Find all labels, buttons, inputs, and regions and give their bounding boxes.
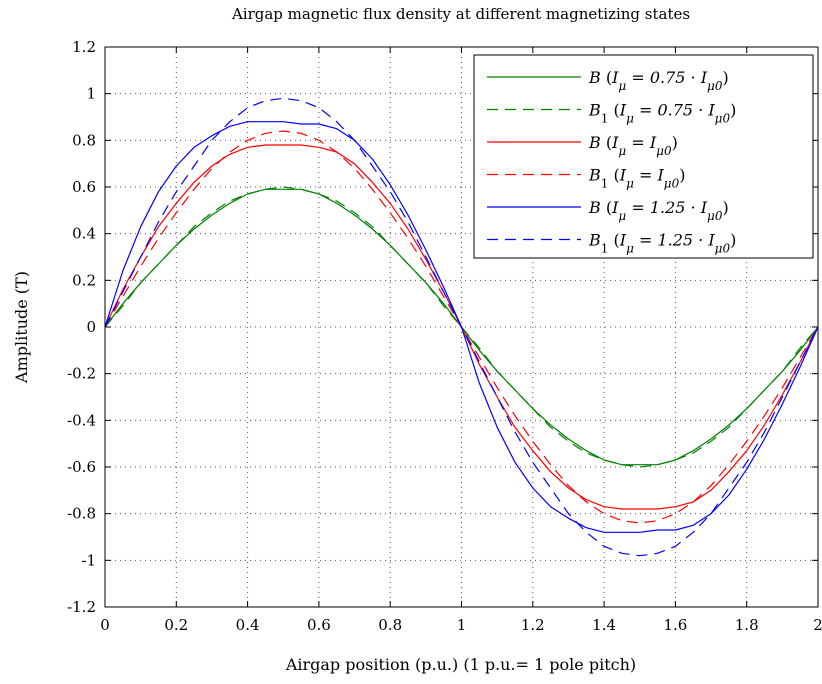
legend-label: B1 (Iμ = 1.25 · Iμ0) bbox=[588, 231, 736, 256]
legend: B (Iμ = 0.75 · Iμ0) B1 (Iμ = 0.75 · Iμ0) B… bbox=[473, 54, 814, 259]
series-group bbox=[104, 97, 819, 557]
y-tick-label: 1 bbox=[86, 85, 96, 103]
x-axis-title: Airgap position (p.u.) (1 p.u.= 1 pole p… bbox=[285, 655, 636, 674]
y-tick-label: -1.2 bbox=[67, 598, 96, 616]
x-tick-label: 0.8 bbox=[378, 616, 402, 634]
y-tick-label: 0.4 bbox=[72, 225, 96, 243]
y-axis-title: Amplitude (T) bbox=[12, 271, 31, 384]
y-tick-label: 1.2 bbox=[72, 38, 96, 56]
x-tick-label: 1 bbox=[457, 616, 467, 634]
x-tick-label: 1.8 bbox=[735, 616, 759, 634]
ticks bbox=[104, 46, 819, 608]
y-tick-label: 0 bbox=[86, 318, 96, 336]
legend-box bbox=[473, 54, 814, 259]
series-line-2 bbox=[104, 186, 819, 468]
legend-label: B (Iμ = 0.75 · Iμ0) bbox=[588, 68, 729, 93]
y-tick-label: -1 bbox=[81, 551, 96, 569]
tick-labels: 0 0.2 0.4 0.6 0.8 1 1.2 1.4 1.6 1.8 2 1.2 1 0.8 0.6 0.4… bbox=[67, 38, 822, 634]
x-tick-label: 1.6 bbox=[663, 616, 687, 634]
x-tick-label: 0.6 bbox=[307, 616, 331, 634]
x-tick-label: 0 bbox=[100, 616, 110, 634]
y-tick-label: -0.8 bbox=[67, 505, 96, 523]
x-tick-label: 2 bbox=[813, 616, 822, 634]
x-tick-label: 1.4 bbox=[592, 616, 616, 634]
legend-label: B (Iμ = 1.25 · Iμ0) bbox=[588, 198, 729, 223]
y-tick-label: -0.6 bbox=[67, 458, 96, 476]
x-tick-label: 1.2 bbox=[521, 616, 545, 634]
chart-title: Airgap magnetic flux density at differen… bbox=[231, 5, 690, 23]
y-tick-label: -0.2 bbox=[67, 365, 96, 383]
series-line-6 bbox=[104, 97, 819, 557]
legend-label: B (Iμ = Iμ0) bbox=[588, 133, 678, 158]
legend-label: B1 (Iμ = 0.75 · Iμ0) bbox=[588, 101, 736, 126]
y-tick-label: 0.8 bbox=[72, 131, 96, 149]
x-tick-label: 0.2 bbox=[164, 616, 188, 634]
y-tick-label: 0.2 bbox=[72, 271, 96, 289]
x-tick-label: 0.4 bbox=[236, 616, 260, 634]
y-tick-label: -0.4 bbox=[67, 411, 96, 429]
y-tick-label: 0.6 bbox=[72, 178, 96, 196]
legend-label: B1 (Iμ = Iμ0) bbox=[588, 166, 685, 191]
